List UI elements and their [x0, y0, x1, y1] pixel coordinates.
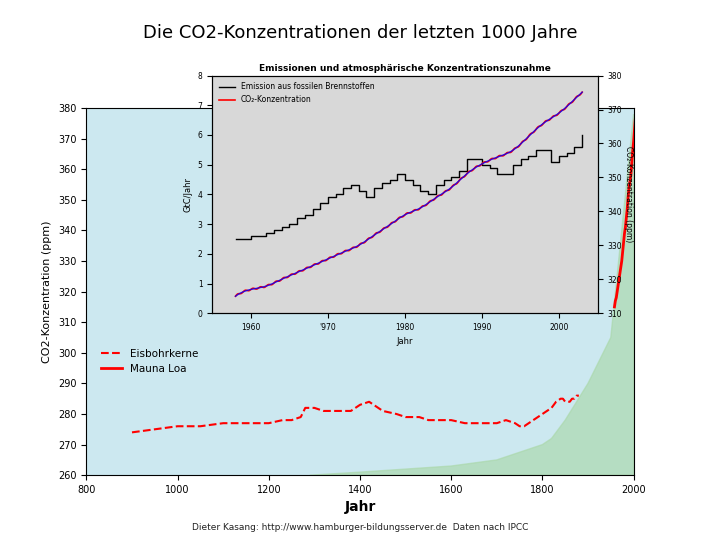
- Mauna Loa: [629, 138, 638, 145]
- Mauna Loa: [621, 224, 630, 231]
- Mauna Loa: [631, 114, 640, 120]
- Mauna Loa: [616, 270, 624, 276]
- Text: Die CO2-Konzentrationen der letzten 1000 Jahre: Die CO2-Konzentrationen der letzten 1000…: [143, 24, 577, 42]
- Eisbohrkerne: [297, 414, 305, 420]
- Eisbohrkerne: [572, 393, 581, 399]
- Mauna Loa: [620, 230, 629, 237]
- Title: Emissionen und atmosphärische Konzentrationszunahme: Emissionen und atmosphärische Konzentrat…: [259, 64, 551, 73]
- Line: Mauna Loa: Mauna Loa: [614, 117, 636, 307]
- Eisbohrkerne: [127, 429, 136, 436]
- Mauna Loa: [613, 282, 622, 289]
- Mauna Loa: [615, 276, 624, 282]
- Eisbohrkerne: [516, 423, 524, 429]
- Eisbohrkerne: [575, 393, 583, 399]
- Y-axis label: CO₂-Konzentration (ppm): CO₂-Konzentration (ppm): [624, 146, 633, 242]
- Mauna Loa: [630, 126, 639, 133]
- Y-axis label: GtC/Jahr: GtC/Jahr: [184, 177, 192, 212]
- Mauna Loa: [623, 206, 631, 212]
- Mauna Loa: [616, 264, 625, 271]
- Mauna Loa: [626, 172, 635, 179]
- Eisbohrkerne: [333, 408, 341, 414]
- Mauna Loa: [611, 298, 620, 304]
- Mauna Loa: [627, 160, 636, 166]
- Mauna Loa: [625, 184, 634, 191]
- Mauna Loa: [610, 303, 618, 310]
- Legend: Eisbohrkerne, Mauna Loa: Eisbohrkerne, Mauna Loa: [97, 345, 203, 378]
- Legend: Emission aus fossilen Brennstoffen, CO₂-Konzentration: Emission aus fossilen Brennstoffen, CO₂-…: [216, 79, 377, 107]
- X-axis label: Jahr: Jahr: [344, 501, 376, 515]
- Y-axis label: CO2-Konzentration (ppm): CO2-Konzentration (ppm): [42, 220, 53, 363]
- Text: Dieter Kasang: http://www.hamburger-bildungsserver.de  Daten nach IPCC: Dieter Kasang: http://www.hamburger-bild…: [192, 523, 528, 532]
- Mauna Loa: [619, 239, 628, 246]
- Eisbohrkerne: [529, 417, 538, 423]
- Mauna Loa: [624, 193, 632, 200]
- Mauna Loa: [618, 248, 627, 255]
- Mauna Loa: [629, 147, 637, 154]
- Line: Eisbohrkerne: Eisbohrkerne: [132, 396, 579, 433]
- Mauna Loa: [622, 215, 631, 221]
- X-axis label: Jahr: Jahr: [397, 338, 413, 347]
- Mauna Loa: [613, 288, 621, 295]
- Eisbohrkerne: [346, 408, 355, 414]
- Eisbohrkerne: [570, 395, 579, 402]
- Mauna Loa: [612, 294, 621, 301]
- Mauna Loa: [626, 178, 634, 185]
- Polygon shape: [310, 114, 634, 475]
- Mauna Loa: [618, 258, 626, 264]
